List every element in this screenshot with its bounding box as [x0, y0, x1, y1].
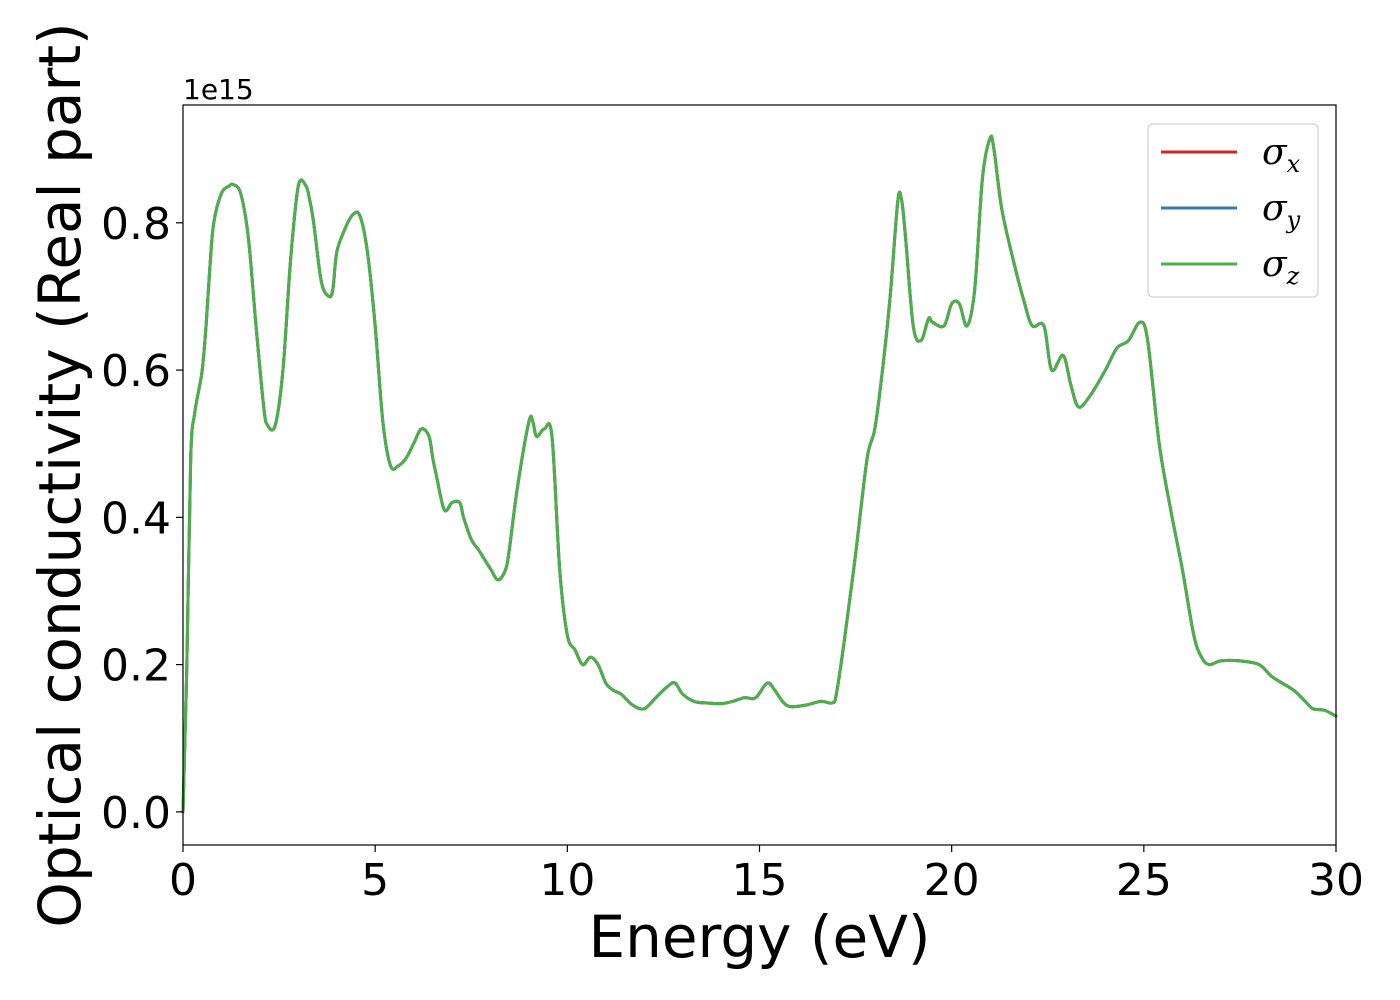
- y-tick-label: 0.4: [101, 493, 171, 544]
- y-axis-title: Optical conductivity (Real part): [26, 22, 94, 927]
- y-offset-label: 1e15: [183, 73, 254, 106]
- plot-lines: [181, 134, 1338, 814]
- y-axis-ticks: 0.0 0.2 0.4 0.6 0.8: [101, 199, 183, 839]
- x-tick-label: 5: [361, 855, 389, 906]
- y-tick-label: 0.2: [101, 641, 171, 692]
- x-tick-label: 25: [1116, 855, 1172, 906]
- y-tick-label: 0.0: [101, 788, 171, 839]
- series-line-σz: [181, 134, 1338, 814]
- y-tick-label: 0.8: [101, 199, 171, 250]
- y-tick-label: 0.6: [101, 346, 171, 397]
- legend-box: [1147, 123, 1319, 298]
- x-axis-ticks: 0 5 10 15 20 25 30: [169, 845, 1364, 906]
- x-tick-label: 10: [539, 855, 595, 906]
- legend-label-x: σx: [1262, 132, 1301, 178]
- x-tick-label: 30: [1308, 855, 1364, 906]
- x-tick-label: 15: [732, 855, 788, 906]
- x-axis-title: Energy (eV): [588, 903, 930, 971]
- x-tick-label: 0: [169, 855, 197, 906]
- x-tick-label: 20: [924, 855, 980, 906]
